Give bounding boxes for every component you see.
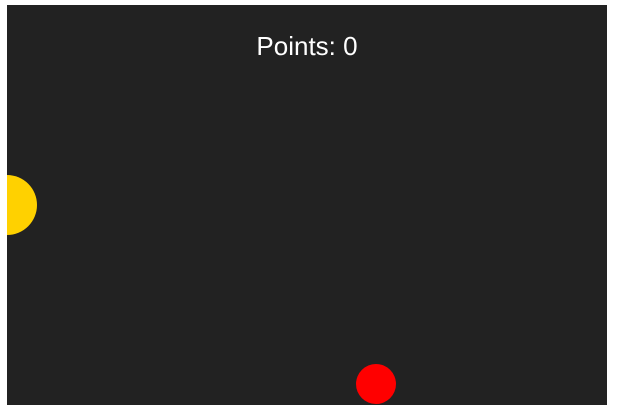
yellow-ball[interactable] bbox=[7, 175, 37, 235]
game-canvas[interactable]: Points: 0 bbox=[7, 5, 607, 405]
points-display: Points: 0 bbox=[256, 31, 358, 61]
red-ball[interactable] bbox=[356, 364, 396, 404]
